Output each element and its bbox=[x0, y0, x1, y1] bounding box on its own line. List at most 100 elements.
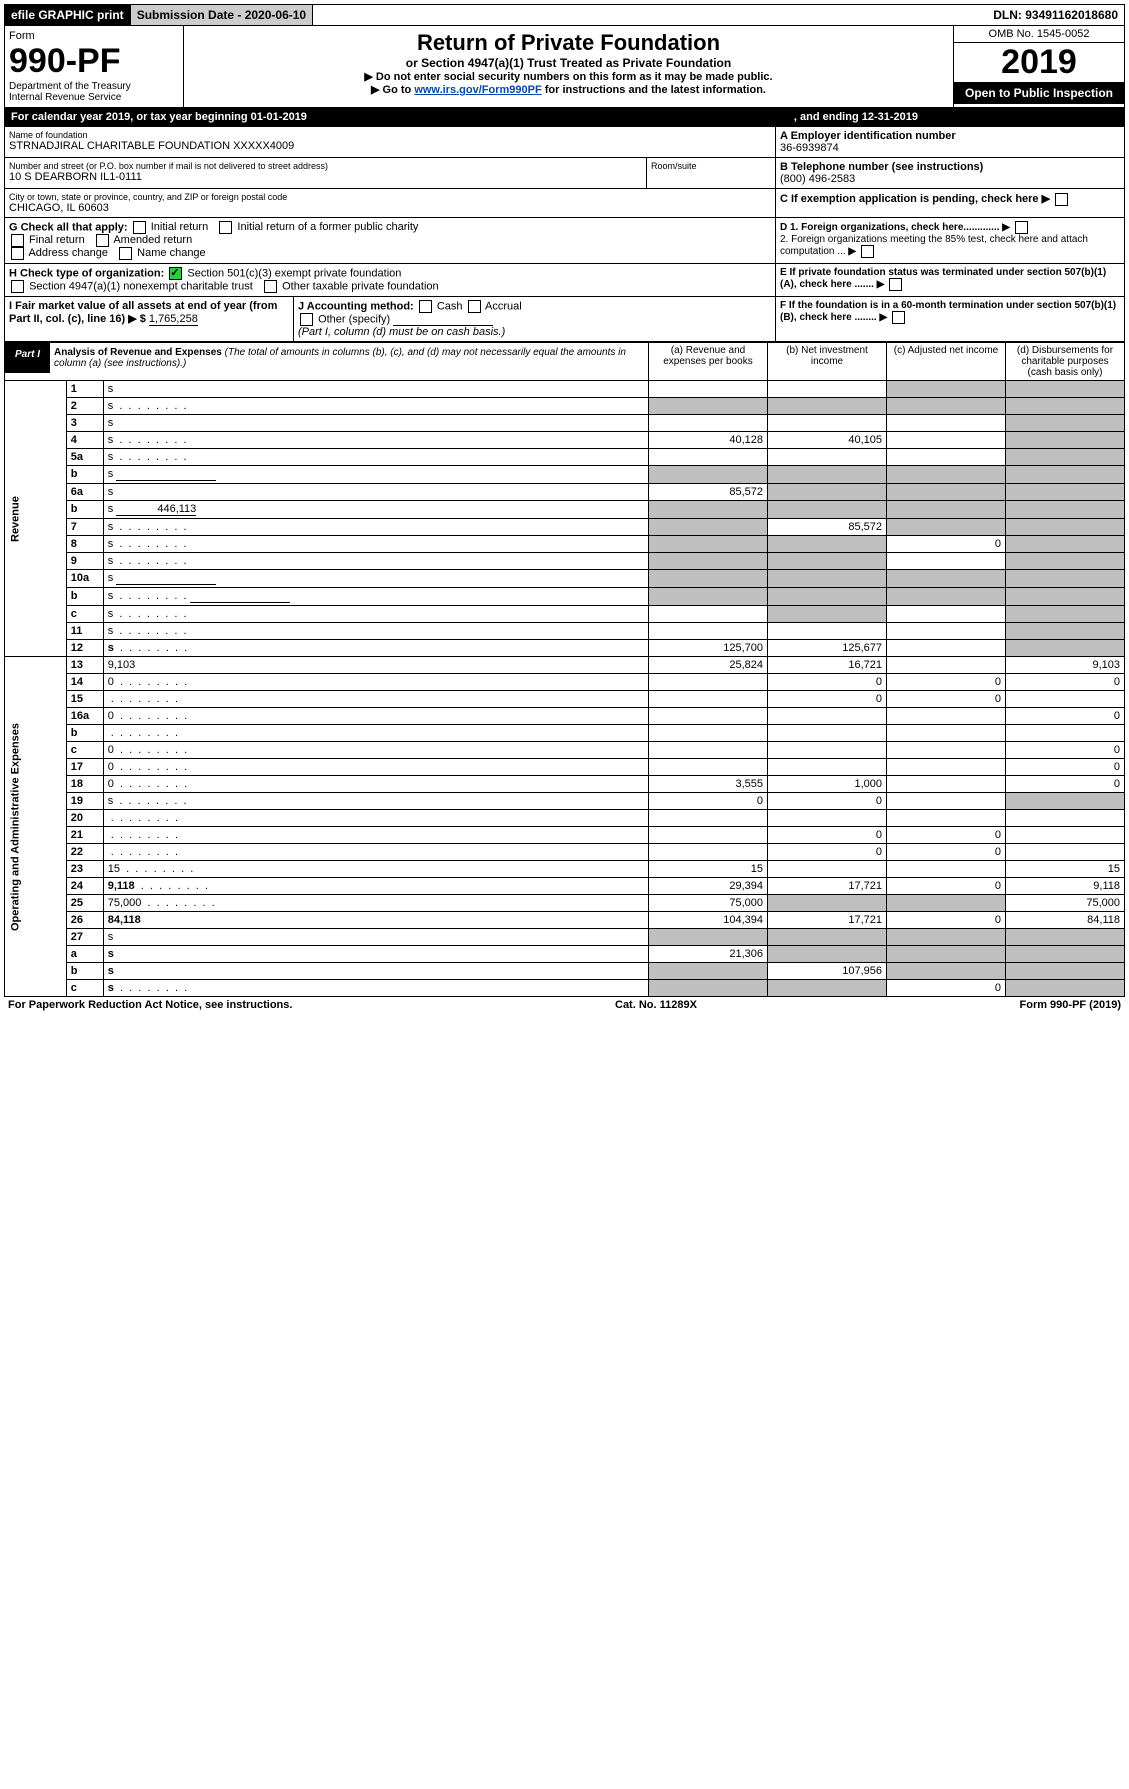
row-num: 11 bbox=[66, 623, 103, 640]
cell-c bbox=[887, 623, 1006, 640]
g-opt-3-cb[interactable] bbox=[96, 234, 109, 247]
row-num: 10a bbox=[66, 570, 103, 588]
cell-c bbox=[887, 449, 1006, 466]
e-checkbox[interactable] bbox=[889, 278, 902, 291]
row-desc: s bbox=[103, 466, 648, 484]
row-desc: s bbox=[103, 381, 648, 398]
cell-d bbox=[1006, 588, 1125, 606]
cell-d: 0 bbox=[1006, 742, 1125, 759]
cell-b bbox=[768, 742, 887, 759]
g-opt-1-cb[interactable] bbox=[219, 221, 232, 234]
row-num: 2 bbox=[66, 398, 103, 415]
row-num: c bbox=[66, 980, 103, 997]
cell-b: 85,572 bbox=[768, 519, 887, 536]
expenses-label: Operating and Administrative Expenses bbox=[5, 657, 67, 997]
cell-a: 75,000 bbox=[649, 895, 768, 912]
j-cash-cb[interactable] bbox=[419, 300, 432, 313]
calendar-bar: For calendar year 2019, or tax year begi… bbox=[4, 108, 1125, 127]
row-desc: 15 . . . . . . . . bbox=[103, 861, 648, 878]
cell-c bbox=[887, 776, 1006, 793]
cell-a: 0 bbox=[649, 793, 768, 810]
j-other-cb[interactable] bbox=[300, 313, 313, 326]
row-desc: 0 . . . . . . . . bbox=[103, 759, 648, 776]
cell-a bbox=[649, 759, 768, 776]
g-label: G Check all that apply: bbox=[9, 221, 128, 233]
cell-d bbox=[1006, 963, 1125, 980]
row-num: c bbox=[66, 606, 103, 623]
f-checkbox[interactable] bbox=[892, 311, 905, 324]
row-num: 17 bbox=[66, 759, 103, 776]
table-row: 2684,118104,39417,721084,118 bbox=[5, 912, 1125, 929]
cell-c bbox=[887, 381, 1006, 398]
cell-d bbox=[1006, 432, 1125, 449]
j-label: J Accounting method: bbox=[298, 300, 414, 312]
cell-b bbox=[768, 929, 887, 946]
d1-checkbox[interactable] bbox=[1015, 221, 1028, 234]
row-desc: 75,000 . . . . . . . . bbox=[103, 895, 648, 912]
h-label: H Check type of organization: bbox=[9, 267, 164, 279]
footer-mid: Cat. No. 11289X bbox=[615, 999, 697, 1011]
cell-c bbox=[887, 606, 1006, 623]
table-row: 9s . . . . . . . . bbox=[5, 553, 1125, 570]
row-desc: 0 . . . . . . . . bbox=[103, 708, 648, 725]
form-header: Form 990-PF Department of the Treasury I… bbox=[4, 26, 1125, 108]
g-opt-5-cb[interactable] bbox=[119, 247, 132, 260]
g-opt-2-cb[interactable] bbox=[11, 234, 24, 247]
city: CHICAGO, IL 60603 bbox=[9, 202, 771, 214]
h2-checkbox[interactable] bbox=[11, 280, 24, 293]
cell-d: 0 bbox=[1006, 759, 1125, 776]
i-label: I Fair market value of all assets at end… bbox=[9, 300, 277, 325]
cell-b: 0 bbox=[768, 691, 887, 708]
row-num: 21 bbox=[66, 827, 103, 844]
col-d: (d) Disbursements for charitable purpose… bbox=[1006, 343, 1125, 381]
cell-c bbox=[887, 432, 1006, 449]
table-row: cs . . . . . . . . 0 bbox=[5, 980, 1125, 997]
cell-a bbox=[649, 725, 768, 742]
d2-checkbox[interactable] bbox=[861, 245, 874, 258]
cell-a bbox=[649, 827, 768, 844]
table-row: 6as85,572 bbox=[5, 484, 1125, 501]
table-row: bs107,956 bbox=[5, 963, 1125, 980]
form-link[interactable]: www.irs.gov/Form990PF bbox=[414, 84, 541, 96]
row-num: 3 bbox=[66, 415, 103, 432]
cell-b: 107,956 bbox=[768, 963, 887, 980]
row-num: 23 bbox=[66, 861, 103, 878]
cell-d bbox=[1006, 810, 1125, 827]
efile-btn[interactable]: efile GRAPHIC print bbox=[5, 5, 130, 25]
cal-begin: For calendar year 2019, or tax year begi… bbox=[11, 111, 307, 123]
cell-a bbox=[649, 466, 768, 484]
row-desc: . . . . . . . . bbox=[103, 827, 648, 844]
g-opt-0-cb[interactable] bbox=[133, 221, 146, 234]
cell-a bbox=[649, 810, 768, 827]
cell-c: 0 bbox=[887, 536, 1006, 553]
row-desc: . . . . . . . . bbox=[103, 691, 648, 708]
h3-checkbox[interactable] bbox=[264, 280, 277, 293]
tel: (800) 496-2583 bbox=[780, 173, 1120, 185]
cell-c: 0 bbox=[887, 878, 1006, 895]
cell-c: 0 bbox=[887, 980, 1006, 997]
c-checkbox[interactable] bbox=[1055, 193, 1068, 206]
cell-a: 85,572 bbox=[649, 484, 768, 501]
row-num: b bbox=[66, 466, 103, 484]
form-title: Return of Private Foundation bbox=[188, 30, 949, 56]
footer-right: Form 990-PF (2019) bbox=[1020, 999, 1121, 1011]
cell-b bbox=[768, 501, 887, 519]
table-row: 5as . . . . . . . . bbox=[5, 449, 1125, 466]
cell-d: 9,118 bbox=[1006, 878, 1125, 895]
table-row: 2575,000 . . . . . . . .75,00075,000 bbox=[5, 895, 1125, 912]
table-row: 170 . . . . . . . . 0 bbox=[5, 759, 1125, 776]
table-row: 12s . . . . . . . .125,700125,677 bbox=[5, 640, 1125, 657]
addr: 10 S DEARBORN IL1-0111 bbox=[9, 171, 642, 183]
cell-d bbox=[1006, 501, 1125, 519]
j-accr-cb[interactable] bbox=[468, 300, 481, 313]
row-num: a bbox=[66, 946, 103, 963]
h1-checkbox[interactable] bbox=[169, 267, 182, 280]
col-c: (c) Adjusted net income bbox=[887, 343, 1006, 381]
g-opt-4-cb[interactable] bbox=[11, 247, 24, 260]
row-desc: s . . . . . . . . bbox=[103, 980, 648, 997]
cell-a bbox=[649, 398, 768, 415]
table-row: c0 . . . . . . . .0 bbox=[5, 742, 1125, 759]
cell-b bbox=[768, 536, 887, 553]
city-label: City or town, state or province, country… bbox=[9, 192, 771, 202]
cell-d: 0 bbox=[1006, 776, 1125, 793]
